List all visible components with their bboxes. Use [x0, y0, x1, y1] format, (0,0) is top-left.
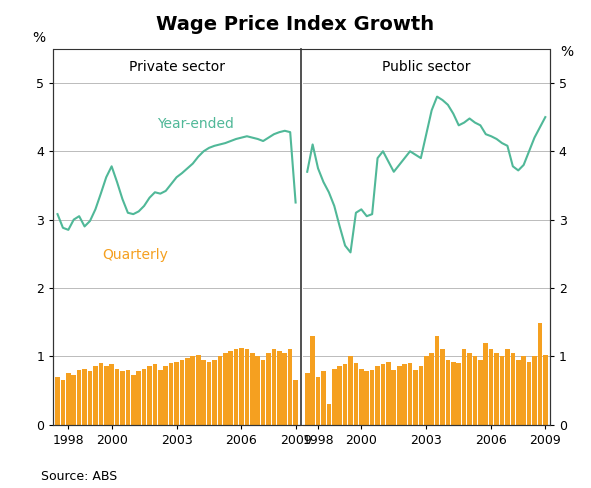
Bar: [430, 353, 434, 425]
Bar: [375, 366, 380, 425]
Bar: [207, 362, 212, 425]
Bar: [66, 373, 71, 425]
Bar: [55, 377, 60, 425]
Bar: [381, 365, 385, 425]
Bar: [527, 362, 531, 425]
Bar: [456, 363, 461, 425]
Bar: [489, 349, 493, 425]
Bar: [288, 349, 293, 425]
Bar: [418, 366, 423, 425]
Bar: [82, 368, 87, 425]
Bar: [142, 368, 147, 425]
Bar: [440, 349, 445, 425]
Bar: [451, 362, 456, 425]
Bar: [180, 360, 184, 425]
Bar: [245, 349, 249, 425]
Text: Public sector: Public sector: [382, 60, 470, 74]
Bar: [87, 371, 92, 425]
Bar: [147, 366, 152, 425]
Bar: [250, 353, 255, 425]
Bar: [77, 370, 82, 425]
Bar: [174, 362, 179, 425]
Bar: [261, 360, 265, 425]
Bar: [239, 348, 244, 425]
Bar: [397, 366, 401, 425]
Bar: [483, 343, 488, 425]
Bar: [293, 380, 298, 425]
Bar: [402, 365, 407, 425]
Bar: [152, 365, 157, 425]
Bar: [386, 362, 391, 425]
Bar: [408, 363, 413, 425]
Bar: [228, 351, 233, 425]
Bar: [359, 368, 363, 425]
Bar: [467, 353, 472, 425]
Bar: [115, 368, 119, 425]
Bar: [446, 360, 450, 425]
Bar: [277, 351, 282, 425]
Bar: [158, 370, 163, 425]
Bar: [521, 356, 526, 425]
Bar: [391, 370, 396, 425]
Bar: [424, 356, 428, 425]
Bar: [494, 353, 499, 425]
Bar: [190, 356, 195, 425]
Bar: [327, 404, 331, 425]
Bar: [532, 356, 537, 425]
Bar: [321, 371, 326, 425]
Bar: [196, 355, 200, 425]
Bar: [370, 370, 375, 425]
Bar: [473, 356, 478, 425]
Bar: [511, 353, 515, 425]
Bar: [223, 353, 228, 425]
Bar: [120, 371, 125, 425]
Bar: [332, 368, 336, 425]
Bar: [343, 365, 348, 425]
Text: Quarterly: Quarterly: [103, 248, 168, 262]
Text: Private sector: Private sector: [129, 60, 225, 74]
Bar: [337, 366, 342, 425]
Bar: [348, 356, 353, 425]
Bar: [137, 371, 141, 425]
Bar: [72, 375, 76, 425]
Bar: [104, 366, 109, 425]
Bar: [516, 360, 521, 425]
Bar: [435, 336, 439, 425]
Bar: [353, 363, 358, 425]
Bar: [282, 353, 287, 425]
Text: Wage Price Index Growth: Wage Price Index Growth: [157, 15, 434, 34]
Text: Year-ended: Year-ended: [157, 117, 233, 131]
Bar: [185, 358, 190, 425]
Bar: [538, 324, 542, 425]
Bar: [109, 365, 114, 425]
Bar: [478, 360, 483, 425]
Bar: [93, 366, 98, 425]
Bar: [212, 360, 217, 425]
Bar: [125, 370, 130, 425]
Bar: [217, 356, 222, 425]
Bar: [255, 356, 260, 425]
Y-axis label: %: %: [32, 31, 45, 45]
Bar: [310, 336, 315, 425]
Y-axis label: %: %: [560, 45, 573, 59]
Bar: [462, 349, 466, 425]
Bar: [234, 349, 238, 425]
Bar: [202, 360, 206, 425]
Bar: [413, 370, 418, 425]
Bar: [365, 371, 369, 425]
Bar: [169, 363, 173, 425]
Bar: [505, 349, 509, 425]
Bar: [316, 377, 320, 425]
Bar: [267, 353, 271, 425]
Text: Source: ABS: Source: ABS: [41, 470, 118, 483]
Bar: [164, 366, 168, 425]
Bar: [543, 355, 548, 425]
Bar: [131, 375, 135, 425]
Bar: [500, 356, 504, 425]
Bar: [99, 363, 103, 425]
Bar: [272, 349, 276, 425]
Bar: [305, 373, 310, 425]
Bar: [61, 380, 65, 425]
